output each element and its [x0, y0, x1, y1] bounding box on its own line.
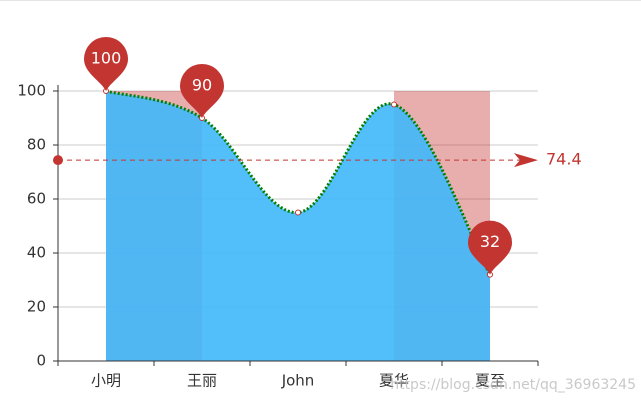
- x-tick-label: 王丽: [187, 372, 217, 390]
- pin-label: 32: [480, 232, 500, 251]
- pin-label: 100: [91, 49, 122, 68]
- mark-point: 100: [84, 37, 128, 91]
- y-tick-label: 100: [17, 82, 46, 100]
- y-tick-label: 40: [27, 244, 46, 262]
- x-tick-label: 小明: [91, 372, 121, 390]
- average-start: [53, 155, 63, 166]
- average-arrow: [514, 153, 538, 168]
- pin: [84, 37, 128, 91]
- pin-label: 90: [192, 76, 212, 95]
- area: [106, 91, 490, 361]
- pin: [468, 220, 512, 275]
- average-label: 74.4: [546, 150, 582, 169]
- x-tick-label: 夏至: [475, 372, 505, 390]
- y-tick-label: 80: [27, 136, 46, 154]
- mark-point: 32: [468, 220, 512, 275]
- x-tick-label: 夏华: [379, 372, 409, 390]
- pin: [180, 64, 224, 118]
- y-tick-label: 20: [27, 298, 46, 316]
- watermark: https://blog.csdn.net/qq_36963245: [390, 377, 636, 393]
- y-tick-label: 0: [36, 352, 46, 370]
- mark-point: 90: [180, 64, 224, 118]
- line: [105, 89, 492, 276]
- point: [295, 209, 301, 216]
- y-tick-label: 60: [27, 190, 46, 208]
- x-tick-label: John: [281, 372, 315, 390]
- point: [391, 101, 397, 108]
